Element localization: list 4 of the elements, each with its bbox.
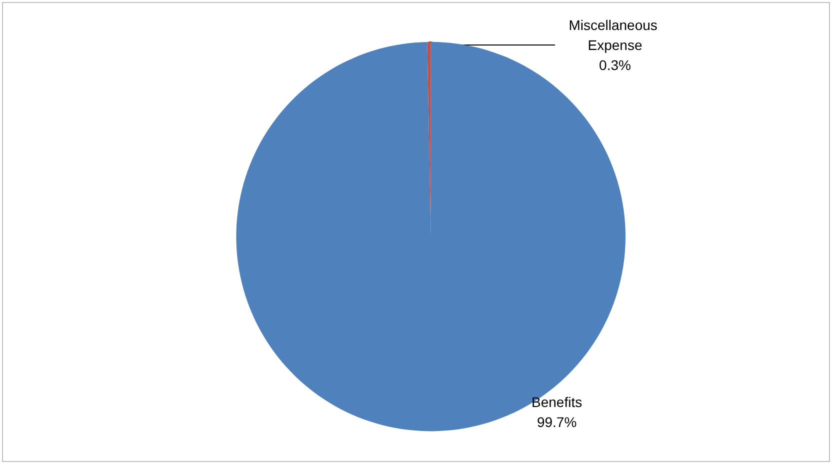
data-label: 99.7% xyxy=(536,414,577,430)
data-label: 0.3% xyxy=(599,57,631,73)
slice-label: Miscellaneous Expense xyxy=(568,17,662,53)
slice-label: Benefits xyxy=(532,394,582,410)
